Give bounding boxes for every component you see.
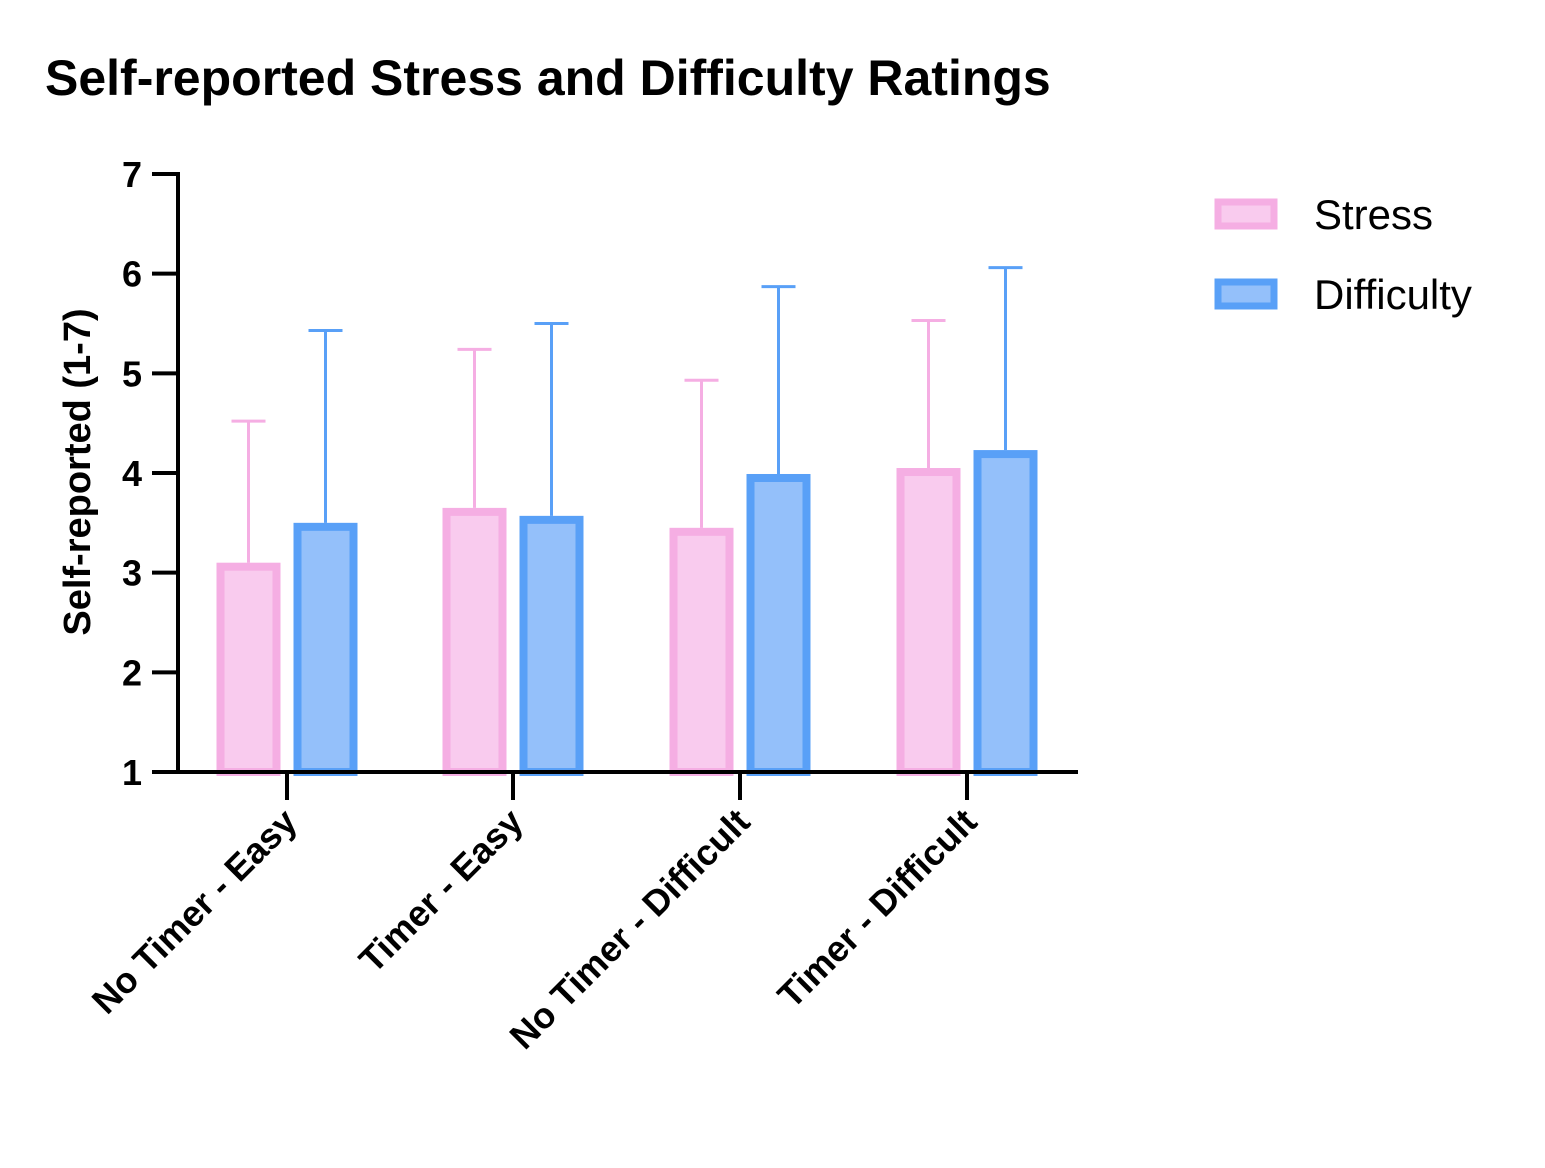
legend-label-difficulty: Difficulty: [1314, 271, 1472, 318]
x-tick-label: No Timer - Easy: [84, 801, 305, 1022]
bar-stress: [669, 527, 734, 776]
bar-difficulty: [519, 515, 584, 777]
legend-swatch-difficulty: [1214, 278, 1278, 310]
bar-difficulty: [973, 450, 1038, 776]
legend-label-stress: Stress: [1314, 191, 1433, 238]
x-tick-label: Timer - Difficult: [769, 801, 984, 1016]
bar-stress: [442, 507, 507, 776]
bar-stress: [216, 562, 281, 777]
y-tick-label: 2: [122, 652, 142, 693]
x-tick-label: Timer - Easy: [351, 801, 531, 981]
y-tick-label: 6: [122, 254, 142, 295]
y-axis-label: Self-reported (1-7): [57, 308, 99, 635]
bar-stress: [896, 468, 961, 776]
y-tick-label: 3: [122, 553, 142, 594]
chart-title: Self-reported Stress and Difficulty Rati…: [45, 50, 1051, 106]
x-tick-label: No Timer - Difficult: [501, 801, 757, 1057]
legend: Stress Difficulty: [1214, 191, 1472, 318]
y-tick-label: 4: [122, 453, 142, 494]
legend-swatch-stress: [1214, 198, 1278, 230]
y-tick-label: 5: [122, 353, 142, 394]
bar-difficulty: [746, 473, 811, 776]
y-tick-label: 7: [122, 154, 142, 195]
y-tick-label: 1: [122, 752, 142, 793]
bar-difficulty: [293, 522, 358, 776]
